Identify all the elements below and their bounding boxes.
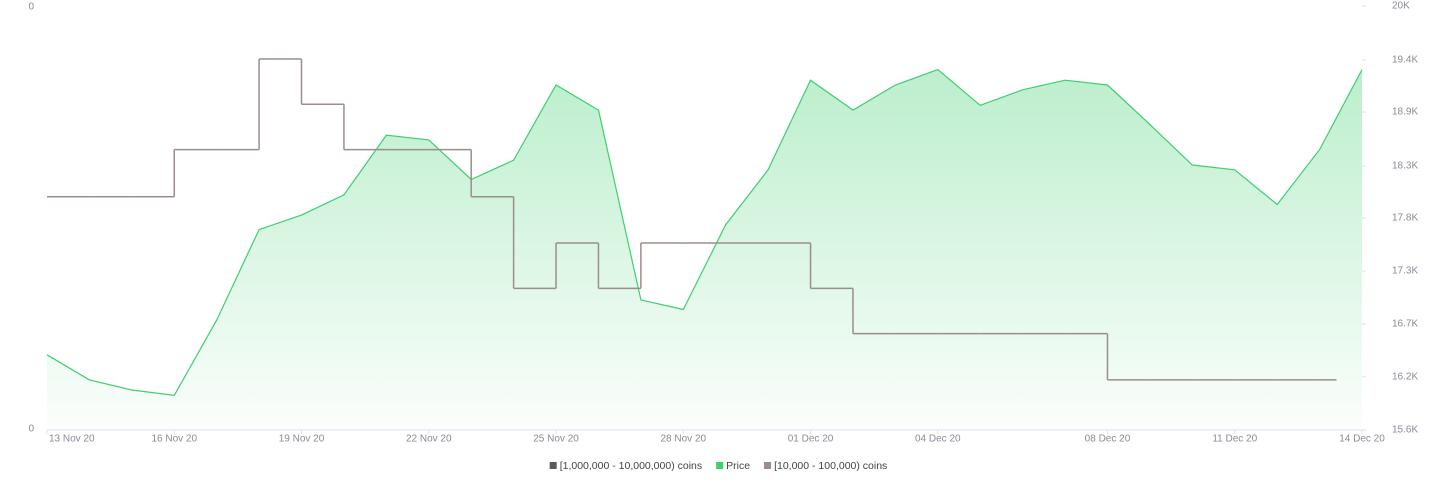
- x-tick-label: 22 Nov 20: [406, 434, 452, 445]
- y2-tick-label: 17.8K: [1392, 213, 1418, 224]
- x-tick-label: 25 Nov 20: [533, 434, 579, 445]
- y2-tick-label: 17.3K: [1392, 266, 1418, 277]
- price-line: [46, 68, 1363, 396]
- left-axis-label: 0: [28, 424, 34, 435]
- x-tick-label: 01 Dec 20: [788, 434, 834, 445]
- x-tick-label: 28 Nov 20: [660, 434, 706, 445]
- y2-tick-label: 18.3K: [1392, 161, 1418, 172]
- x-tick-label: 19 Nov 20: [279, 434, 325, 445]
- legend-swatch: [549, 462, 557, 469]
- x-tick-label: 14 Dec 20: [1339, 434, 1385, 445]
- y2-tick-label: 20K: [1392, 1, 1410, 12]
- price-area: [47, 69, 1362, 430]
- x-tick-label: 16 Nov 20: [151, 434, 197, 445]
- legend-swatch: [716, 462, 724, 469]
- x-tick-label: 04 Dec 20: [915, 434, 961, 445]
- y2-tick-label: 15.6K: [1392, 425, 1418, 436]
- y2-tick-label: 16.7K: [1392, 319, 1418, 330]
- y2-tick-label: 19.4K: [1392, 55, 1418, 66]
- legend-label: Price: [726, 460, 750, 472]
- y2-tick-label: 18.9K: [1392, 107, 1418, 118]
- legend-label: [1,000,000 - 10,000,000) coins: [560, 460, 702, 472]
- left-axis-label: 0: [28, 2, 34, 13]
- x-tick-label: 13 Nov 20: [49, 434, 95, 445]
- legend-swatch: [764, 462, 772, 469]
- x-tick-label: 11 Dec 20: [1212, 434, 1257, 445]
- x-tick-label: 08 Dec 20: [1085, 434, 1131, 445]
- legend: [1,000,000 - 10,000,000) coins Price [10,0…: [549, 460, 887, 472]
- legend-label: [10,000 - 100,000) coins: [774, 460, 887, 472]
- y2-tick-label: 16.2K: [1392, 372, 1418, 383]
